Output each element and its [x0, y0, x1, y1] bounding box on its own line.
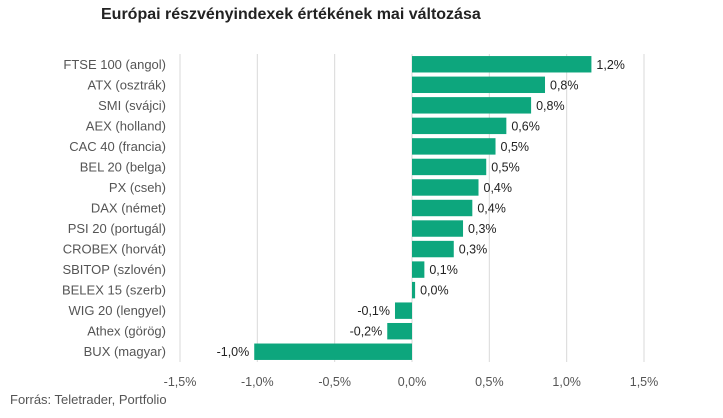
bar	[412, 76, 546, 94]
category-label: BUX (magyar)	[84, 344, 166, 359]
value-label: 0,8%	[536, 99, 565, 113]
bar	[412, 240, 454, 258]
bar	[387, 322, 412, 340]
category-label: PX (cseh)	[109, 180, 166, 195]
value-label: 0,3%	[468, 222, 497, 236]
category-labels: FTSE 100 (angol) ATX (osztrák) SMI (svájci…	[62, 57, 166, 359]
category-label: CAC 40 (francia)	[69, 139, 166, 154]
category-label: FTSE 100 (angol)	[63, 57, 166, 72]
bar	[412, 281, 416, 299]
bar	[412, 158, 487, 176]
category-label: AEX (holland)	[86, 118, 166, 133]
value-label: 0,0%	[420, 284, 449, 298]
value-label: 0,3%	[459, 243, 488, 257]
value-label: -0,2%	[350, 325, 383, 339]
x-tick-label: 0,5%	[475, 375, 504, 389]
bar	[412, 179, 479, 196]
x-tick-label: -0,5%	[318, 375, 351, 389]
category-label: SBITOP (szlovén)	[62, 262, 166, 277]
bar	[412, 138, 496, 155]
bar	[254, 343, 412, 360]
source-note: Forrás: Teletrader, Portfolio	[10, 392, 167, 407]
x-tick-label: 0,0%	[398, 375, 427, 389]
x-tick-label: -1,5%	[164, 375, 197, 389]
value-label: 0,1%	[429, 263, 458, 277]
value-label: 0,5%	[501, 140, 530, 154]
value-label: -0,1%	[357, 304, 390, 318]
category-label: BELEX 15 (szerb)	[62, 283, 166, 298]
category-label: PSI 20 (portugál)	[68, 221, 166, 236]
value-label: -1,0%	[217, 345, 250, 359]
chart-title: Európai részvényindexek értékének mai vá…	[101, 6, 481, 23]
value-label: 0,5%	[491, 160, 520, 174]
category-label: ATX (osztrák)	[88, 77, 167, 92]
value-label: 0,6%	[511, 119, 540, 133]
value-label: 0,8%	[550, 78, 579, 92]
category-label: Athex (görög)	[87, 324, 166, 339]
bar	[412, 97, 532, 114]
value-label: 0,4%	[484, 181, 513, 195]
bar	[412, 56, 592, 73]
category-label: DAX (német)	[91, 201, 166, 216]
x-tick-label: -1,0%	[241, 375, 274, 389]
value-label: 1,2%	[596, 58, 625, 72]
bar	[394, 302, 412, 319]
category-label: BEL 20 (belga)	[80, 159, 166, 174]
bar	[412, 261, 425, 278]
x-tick-label: 1,5%	[630, 375, 659, 389]
category-label: SMI (svájci)	[98, 98, 166, 113]
bar	[412, 199, 473, 217]
category-label: WIG 20 (lengyel)	[68, 303, 166, 318]
bar	[412, 117, 507, 135]
value-labels: 1,2% 0,8% 0,8% 0,6% 0,5% 0,5% 0,4% 0,4% 0,3% 0,3%…	[217, 58, 625, 359]
x-axis-ticks: -1,5% -1,0% -0,5% 0,0% 0,5% 1,0% 1,5%	[164, 375, 659, 389]
bars	[254, 56, 592, 360]
x-tick-label: 1,0%	[552, 375, 581, 389]
value-label: 0,4%	[477, 202, 506, 216]
category-label: CROBEX (horvát)	[63, 242, 166, 257]
bar	[412, 220, 464, 237]
